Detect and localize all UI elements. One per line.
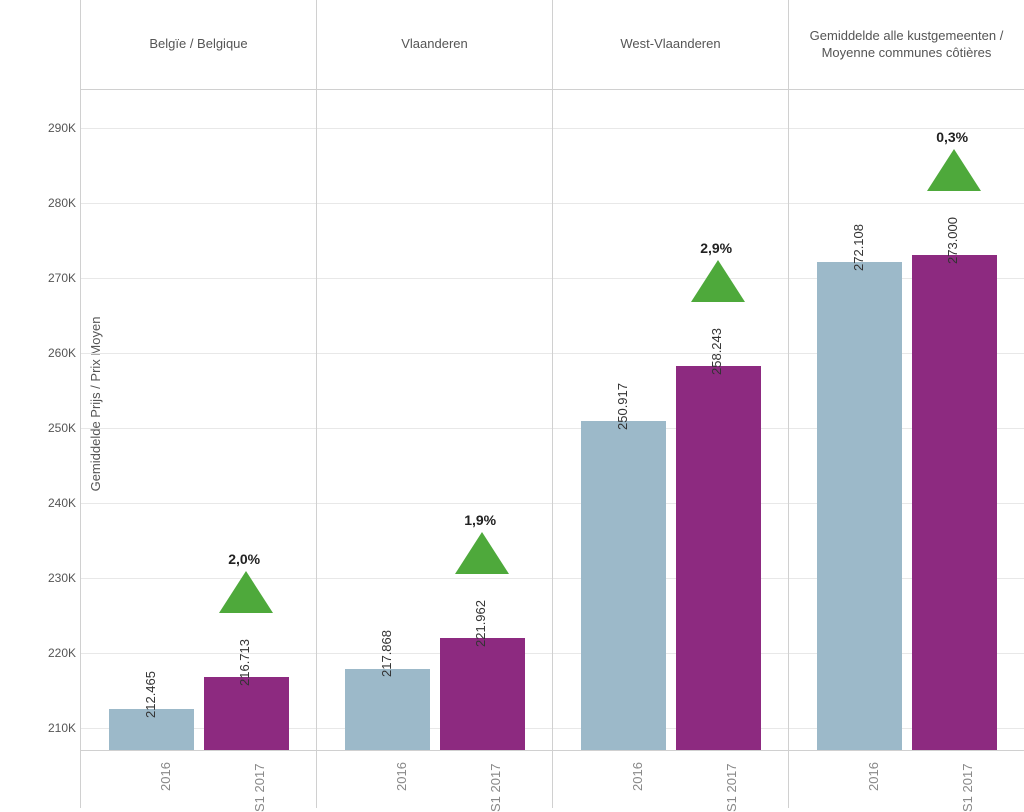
- bar-value-label: 250.917: [615, 383, 630, 430]
- gridline: [81, 503, 316, 504]
- gridline: [81, 578, 316, 579]
- triangle-up-icon: [927, 149, 981, 191]
- panel-body: 217.868 221.962 1,9%: [317, 90, 552, 750]
- bar: [912, 255, 997, 750]
- bar: [204, 677, 289, 750]
- gridline: [553, 203, 788, 204]
- gridline: [317, 278, 552, 279]
- y-tick-label: 250K: [48, 421, 76, 435]
- gridline: [317, 353, 552, 354]
- panel-title: Belgïe / Belgique: [81, 0, 316, 90]
- triangle-up-icon: [219, 571, 273, 613]
- y-tick-label: 230K: [48, 571, 76, 585]
- x-tick-label: S1 2017: [960, 764, 975, 812]
- bar: [581, 421, 666, 750]
- bar-value-label: 216.713: [237, 639, 252, 686]
- bar: [817, 262, 902, 750]
- panel: West-Vlaanderen 250.917 258.243 2,9% 2016S1 …: [553, 0, 789, 808]
- y-tick-label: 270K: [48, 271, 76, 285]
- bar-value-label: 212.465: [143, 671, 158, 718]
- panel-footer: 2016S1 2017: [789, 750, 1024, 808]
- y-tick-label: 280K: [48, 196, 76, 210]
- gridline: [553, 128, 788, 129]
- bar: [676, 366, 761, 750]
- x-tick-label: 2016: [158, 762, 173, 791]
- panel: Gemiddelde alle kustgemeenten / Moyenne …: [789, 0, 1024, 808]
- gridline: [317, 503, 552, 504]
- growth-pct-label: 0,3%: [936, 129, 968, 145]
- panel-title: West-Vlaanderen: [553, 0, 788, 90]
- panel-footer: 2016S1 2017: [81, 750, 316, 808]
- growth-pct-label: 2,0%: [228, 551, 260, 567]
- y-tick-label: 220K: [48, 646, 76, 660]
- chart-container: Gemiddelde Prijs / Prix Moyen 210K220K23…: [0, 0, 1024, 808]
- panel-footer: 2016S1 2017: [317, 750, 552, 808]
- gridline: [317, 578, 552, 579]
- x-tick-label: S1 2017: [724, 764, 739, 812]
- gridline: [553, 353, 788, 354]
- gridline: [81, 128, 316, 129]
- gridline: [81, 203, 316, 204]
- panel-title: Vlaanderen: [317, 0, 552, 90]
- bar-value-label: 217.868: [379, 630, 394, 677]
- gridline: [789, 203, 1024, 204]
- growth-pct-label: 1,9%: [464, 512, 496, 528]
- panel: Belgïe / Belgique 212.465 216.713 2,0% 2016S…: [81, 0, 317, 808]
- y-tick-label: 290K: [48, 121, 76, 135]
- plot-area: Belgïe / Belgique 212.465 216.713 2,0% 2016S…: [80, 0, 1024, 808]
- gridline: [317, 128, 552, 129]
- bar-value-label: 272.108: [851, 224, 866, 271]
- panel-body: 212.465 216.713 2,0%: [81, 90, 316, 750]
- x-tick-label: 2016: [630, 762, 645, 791]
- growth-pct-label: 2,9%: [700, 240, 732, 256]
- gridline: [553, 278, 788, 279]
- gridline: [789, 128, 1024, 129]
- y-tick-label: 260K: [48, 346, 76, 360]
- y-tick-label: 210K: [48, 721, 76, 735]
- x-tick-label: 2016: [866, 762, 881, 791]
- triangle-up-icon: [691, 260, 745, 302]
- x-tick-label: 2016: [394, 762, 409, 791]
- gridline: [81, 278, 316, 279]
- bar-value-label: 258.243: [709, 328, 724, 375]
- bar: [440, 638, 525, 750]
- gridline: [317, 428, 552, 429]
- bar-value-label: 273.000: [945, 217, 960, 264]
- panel-body: 250.917 258.243 2,9%: [553, 90, 788, 750]
- x-tick-label: S1 2017: [488, 764, 503, 812]
- gridline: [317, 203, 552, 204]
- gridline: [81, 653, 316, 654]
- y-axis-area: 210K 220K 230K 240K 250K 260K 270K 280K 290K: [30, 90, 80, 750]
- gridline: [81, 428, 316, 429]
- y-tick-label: 240K: [48, 496, 76, 510]
- bar: [345, 669, 430, 751]
- panel-title: Gemiddelde alle kustgemeenten / Moyenne …: [789, 0, 1024, 90]
- bar-value-label: 221.962: [473, 600, 488, 647]
- panel-footer: 2016S1 2017: [553, 750, 788, 808]
- panel: Vlaanderen 217.868 221.962 1,9% 2016S1 2017: [317, 0, 553, 808]
- triangle-up-icon: [455, 532, 509, 574]
- gridline: [81, 353, 316, 354]
- x-tick-label: S1 2017: [252, 764, 267, 812]
- panel-body: 272.108 273.000 0,3%: [789, 90, 1024, 750]
